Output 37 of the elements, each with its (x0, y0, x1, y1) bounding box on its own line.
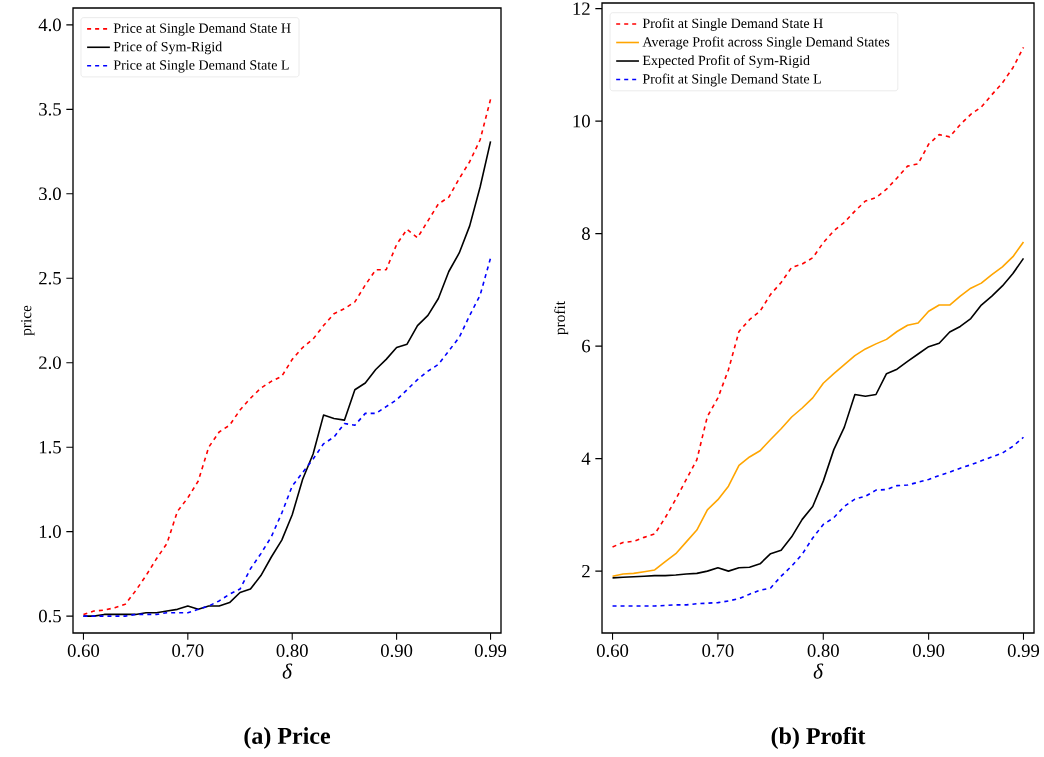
y-tick-label: 6 (582, 339, 591, 353)
x-tick-label: 0.99 (474, 644, 507, 658)
y-tick-label: 4 (581, 452, 591, 465)
y-tick-label: 1.0 (39, 525, 61, 538)
x-tick-label: 0.70 (172, 644, 204, 658)
text: (b) Profit (771, 727, 866, 749)
y-tick-label: 2.0 (39, 356, 61, 370)
y-axis-title: price (21, 305, 35, 336)
x-tick-label: 0.90 (380, 644, 413, 658)
legend-label: Expected Profit of Sym-Rigid (642, 55, 810, 68)
legend-label: Average Profit across Single Demand States (642, 36, 890, 50)
x-axis-title: δ (282, 663, 293, 679)
text: (a) Price (244, 727, 331, 749)
y-tick-label: 1.5 (39, 440, 61, 454)
x-tick-label: 0.60 (67, 644, 100, 658)
y-tick-label: 0.5 (39, 609, 61, 623)
x-tick-label: 0.80 (276, 644, 308, 658)
legend-label: Price at Single Demand State H (113, 22, 291, 36)
legend-label: Price of Sym-Rigid (113, 41, 223, 55)
x-tick-label: 0.90 (913, 644, 945, 658)
x-tick-label: 0.80 (807, 644, 839, 658)
y-tick-label: 4.0 (38, 18, 61, 32)
legend-label: Profit at Single Demand State L (642, 73, 821, 87)
y-tick-label: 12 (573, 2, 590, 15)
y-tick-label: 3.0 (39, 187, 61, 201)
y-tick-label: 2 (582, 564, 590, 578)
y-tick-label: 8 (582, 227, 590, 240)
x-tick-label: 0.70 (702, 644, 734, 658)
x-tick-label: 0.99 (1007, 644, 1040, 658)
legend-label: Price at Single Demand State L (113, 59, 289, 73)
y-tick-label: 3.5 (39, 103, 61, 116)
x-axis-title: δ (813, 663, 824, 679)
y-axis-title: profit (554, 301, 569, 335)
x-tick-label: 0.60 (596, 644, 629, 658)
legend-label: Profit at Single Demand State H (642, 18, 823, 31)
y-tick-label: 10 (573, 114, 590, 128)
y-tick-label: 2.5 (39, 271, 61, 285)
